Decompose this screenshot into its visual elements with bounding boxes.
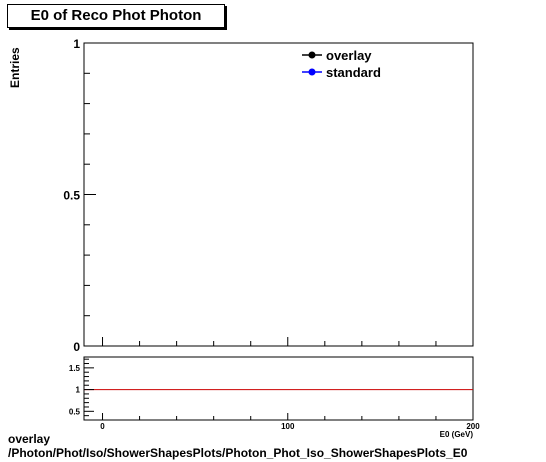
footer-path: /Photon/Phot/Iso/ShowerShapesPlots/Photo… [8,446,468,460]
ratio-y-tick-label: 1 [76,386,81,395]
main-y-tick-label: 1 [73,37,80,51]
legend-label-standard: standard [326,65,381,80]
x-axis-label: E0 (GeV) [440,430,474,439]
ratio-y-tick-label: 0.5 [69,407,81,416]
main-y-tick-label: 0 [73,340,80,354]
ratio-x-tick-label: 100 [281,422,295,431]
ratio-x-tick-label: 0 [100,422,105,431]
chart-title: E0 of Reco Phot Photon [7,4,225,28]
legend-label-overlay: overlay [326,48,372,63]
legend-marker-standard [308,68,316,76]
ratio-y-tick-label: 1.5 [69,364,81,373]
legend-marker-overlay [308,51,316,59]
main-plot-frame [83,42,474,347]
main-y-tick-label: 0.5 [63,189,80,203]
ratio-plot-frame [83,356,474,421]
footer-label: overlay [8,432,51,446]
ratio-x-tick-label: 200 [466,422,480,431]
